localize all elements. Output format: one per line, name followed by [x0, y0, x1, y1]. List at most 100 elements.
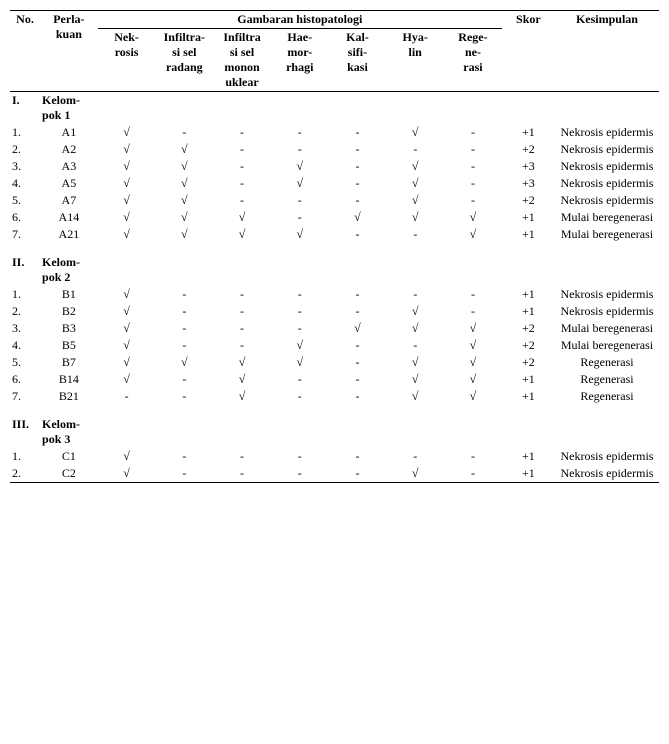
empty-cell [502, 92, 555, 125]
group-label: Kelom-pok 3 [40, 405, 98, 448]
cell-feature: - [213, 158, 271, 175]
cell-feature: - [329, 337, 387, 354]
cell-feature: √ [444, 388, 502, 405]
empty-cell [555, 92, 659, 125]
empty-cell [444, 243, 502, 286]
cell-feature: √ [329, 320, 387, 337]
cell-kesimpulan: Mulai beregenerasi [555, 209, 659, 226]
cell-skor: +1 [502, 388, 555, 405]
cell-feature: - [444, 141, 502, 158]
cell-feature: - [155, 320, 213, 337]
cell-perlakuan: A2 [40, 141, 98, 158]
header-feature-0: Nek-rosis [98, 29, 156, 92]
cell-feature: - [271, 141, 329, 158]
cell-feature: √ [98, 141, 156, 158]
cell-feature: √ [386, 209, 444, 226]
cell-no: 4. [10, 337, 40, 354]
empty-cell [155, 92, 213, 125]
cell-feature: √ [386, 354, 444, 371]
cell-kesimpulan: Mulai beregenerasi [555, 337, 659, 354]
cell-skor: +2 [502, 141, 555, 158]
cell-no: 7. [10, 388, 40, 405]
cell-feature: - [271, 320, 329, 337]
header-perlakuan: Perla-kuan [40, 11, 98, 92]
cell-kesimpulan: Nekrosis epidermis [555, 192, 659, 209]
cell-feature: √ [271, 226, 329, 243]
cell-feature: √ [386, 124, 444, 141]
cell-feature: √ [444, 209, 502, 226]
cell-feature: √ [386, 192, 444, 209]
cell-feature: √ [444, 320, 502, 337]
table-row: 1.C1√------+1Nekrosis epidermis [10, 448, 659, 465]
cell-feature: - [271, 286, 329, 303]
cell-no: 1. [10, 286, 40, 303]
cell-feature: - [386, 141, 444, 158]
cell-feature: - [386, 286, 444, 303]
empty-cell [98, 92, 156, 125]
cell-skor: +2 [502, 354, 555, 371]
cell-no: 1. [10, 124, 40, 141]
cell-feature: - [386, 337, 444, 354]
cell-kesimpulan: Nekrosis epidermis [555, 448, 659, 465]
group-label: Kelom-pok 1 [40, 92, 98, 125]
cell-skor: +2 [502, 337, 555, 354]
cell-perlakuan: A5 [40, 175, 98, 192]
header-feature-2: Infiltrasi selmononuklear [213, 29, 271, 92]
cell-feature: √ [98, 320, 156, 337]
cell-feature: - [329, 354, 387, 371]
cell-perlakuan: B14 [40, 371, 98, 388]
cell-kesimpulan: Nekrosis epidermis [555, 286, 659, 303]
table-row: 6.B14√-√--√√+1Regenerasi [10, 371, 659, 388]
cell-feature: √ [98, 371, 156, 388]
table-row: 3.B3√---√√√+2Mulai beregenerasi [10, 320, 659, 337]
header-feature-6: Rege-ne-rasi [444, 29, 502, 92]
group-id: III. [10, 405, 40, 448]
cell-feature: √ [98, 158, 156, 175]
cell-perlakuan: B5 [40, 337, 98, 354]
table-row: 5.B7√√√√-√√+2Regenerasi [10, 354, 659, 371]
cell-feature: - [329, 465, 387, 483]
cell-no: 1. [10, 448, 40, 465]
cell-feature: √ [271, 354, 329, 371]
cell-no: 4. [10, 175, 40, 192]
table-row: 5.A7√√---√-+2Nekrosis epidermis [10, 192, 659, 209]
cell-perlakuan: B7 [40, 354, 98, 371]
table-row: 4.A5√√-√-√-+3Nekrosis epidermis [10, 175, 659, 192]
cell-feature: - [271, 192, 329, 209]
table-row: 6.A14√√√-√√√+1Mulai beregenerasi [10, 209, 659, 226]
cell-feature: - [155, 465, 213, 483]
cell-feature: √ [98, 448, 156, 465]
cell-feature: √ [98, 303, 156, 320]
cell-feature: √ [386, 303, 444, 320]
cell-skor: +1 [502, 371, 555, 388]
table-row: 4.B5√--√--√+2Mulai beregenerasi [10, 337, 659, 354]
table-row: 2.C2√----√-+1Nekrosis epidermis [10, 465, 659, 483]
cell-feature: - [444, 175, 502, 192]
cell-feature: - [155, 303, 213, 320]
cell-feature: - [444, 286, 502, 303]
empty-cell [329, 405, 387, 448]
table-body: I.Kelom-pok 1 1.A1√----√-+1Nekrosis epid… [10, 92, 659, 483]
header-kesimpulan: Kesimpulan [555, 11, 659, 92]
cell-kesimpulan: Nekrosis epidermis [555, 158, 659, 175]
header-gambaran: Gambaran histopatologi [98, 11, 502, 29]
cell-feature: - [444, 465, 502, 483]
cell-feature: √ [155, 175, 213, 192]
header-feature-3: Hae-mor-rhagi [271, 29, 329, 92]
empty-cell [271, 405, 329, 448]
cell-feature: - [386, 226, 444, 243]
cell-kesimpulan: Nekrosis epidermis [555, 141, 659, 158]
cell-feature: - [213, 286, 271, 303]
cell-feature: - [271, 124, 329, 141]
empty-cell [329, 92, 387, 125]
cell-feature: √ [155, 209, 213, 226]
cell-feature: √ [98, 337, 156, 354]
cell-skor: +1 [502, 286, 555, 303]
cell-feature: √ [98, 286, 156, 303]
cell-feature: - [213, 303, 271, 320]
cell-feature: - [155, 337, 213, 354]
cell-feature: - [329, 448, 387, 465]
cell-feature: - [271, 465, 329, 483]
cell-feature: - [155, 448, 213, 465]
cell-feature: - [271, 209, 329, 226]
